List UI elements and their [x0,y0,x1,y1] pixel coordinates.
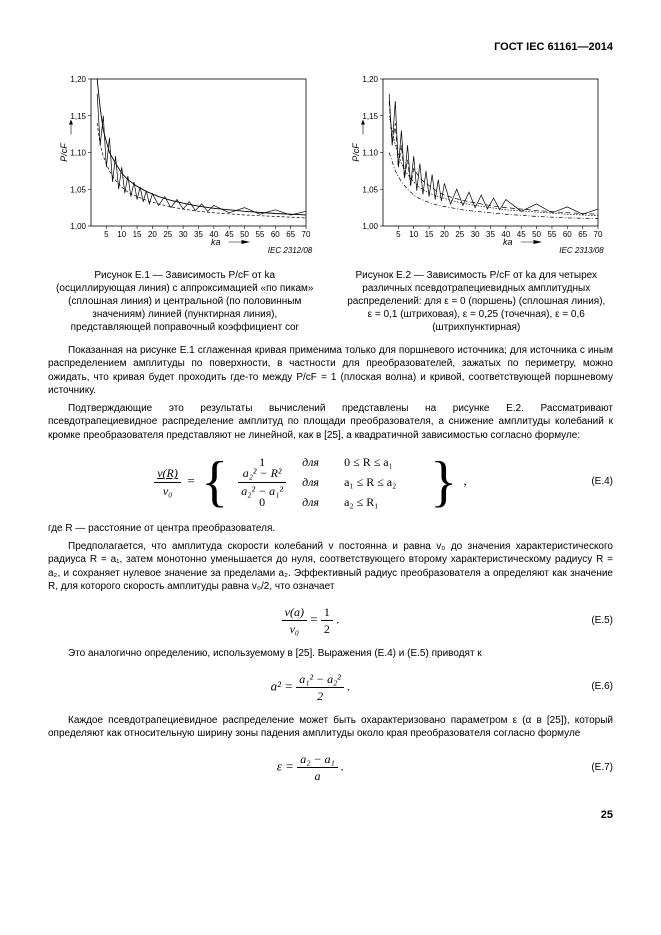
svg-text:65: 65 [286,230,295,239]
paragraph-1: Показанная на рисунке Е.1 сглаженная кри… [48,344,613,398]
equation-e6-body: a² = a₁² − a₂²2 . [48,671,573,704]
equation-e4-body: v(R)v₀ = { 1для0 ≤ R ≤ a₁ a₂² − R²a₂² − … [48,452,573,512]
caption-1: Рисунок Е.1 — Зависимость P/cF от ka (ос… [55,269,315,334]
chart-e2: 1,001,051,101,151,2051015202530354045505… [349,73,604,248]
svg-text:1,00: 1,00 [362,222,378,231]
chart-e1: 1,001,051,101,151,2051015202530354045505… [57,73,312,248]
svg-text:15: 15 [424,230,433,239]
svg-text:1,15: 1,15 [71,112,87,121]
svg-text:1,15: 1,15 [362,112,378,121]
paragraph-3: где R — расстояние от центра преобразова… [48,522,613,536]
iec-label-1: IEC 2312/08 [57,246,312,257]
equation-e7-body: ε = a₂ − a₁a . [48,751,573,784]
paragraph-6: Каждое псевдотрапециевидное распределени… [48,714,613,741]
caption-2: Рисунок Е.2 — Зависимость P/cF от ka для… [346,269,606,334]
svg-text:15: 15 [133,230,142,239]
equation-e4: v(R)v₀ = { 1для0 ≤ R ≤ a₁ a₂² − R²a₂² − … [48,452,613,512]
svg-text:1,10: 1,10 [362,148,378,157]
equation-e6: a² = a₁² − a₂²2 . (Е.6) [48,671,613,704]
svg-text:70: 70 [302,230,311,239]
equation-e7-number: (Е.7) [573,761,613,775]
paragraph-5: Это аналогично определению, используемом… [48,647,613,661]
figure-2-cell: 1,001,051,101,151,2051015202530354045505… [340,73,614,334]
figure-row: 1,001,051,101,151,2051015202530354045505… [48,73,613,334]
iec-label-2: IEC 2313/08 [349,246,604,257]
svg-text:1,10: 1,10 [71,148,87,157]
svg-text:60: 60 [563,230,572,239]
svg-text:P/cF: P/cF [351,143,361,162]
svg-text:70: 70 [593,230,602,239]
svg-text:25: 25 [164,230,173,239]
svg-text:1,05: 1,05 [71,185,87,194]
equation-e6-number: (Е.6) [573,680,613,694]
svg-text:20: 20 [440,230,449,239]
svg-text:35: 35 [194,230,203,239]
svg-text:55: 55 [547,230,556,239]
svg-text:25: 25 [455,230,464,239]
svg-text:10: 10 [118,230,127,239]
page-number: 25 [48,808,613,823]
svg-text:20: 20 [148,230,157,239]
svg-text:50: 50 [240,230,249,239]
figure-1-cell: 1,001,051,101,151,2051015202530354045505… [48,73,322,334]
svg-text:5: 5 [396,230,401,239]
svg-text:45: 45 [517,230,526,239]
svg-text:1,20: 1,20 [362,75,378,84]
svg-text:45: 45 [225,230,234,239]
doc-header: ГОСТ IEC 61161—2014 [48,40,613,55]
svg-text:30: 30 [179,230,188,239]
svg-text:1,00: 1,00 [71,222,87,231]
equation-e5-number: (Е.5) [573,614,613,628]
svg-text:30: 30 [470,230,479,239]
paragraph-4: Предполагается, что амплитуда скорости к… [48,540,613,594]
svg-text:10: 10 [409,230,418,239]
svg-text:1,05: 1,05 [362,185,378,194]
svg-text:P/cF: P/cF [59,143,69,162]
svg-text:55: 55 [256,230,265,239]
equation-e4-number: (Е.4) [573,475,613,489]
equation-e7: ε = a₂ − a₁a . (Е.7) [48,751,613,784]
svg-text:5: 5 [104,230,109,239]
equation-e5-body: v(a)v₀ = 12 . [48,604,573,637]
paragraph-2: Подтверждающие это результаты вычислений… [48,402,613,443]
equation-e5: v(a)v₀ = 12 . (Е.5) [48,604,613,637]
svg-text:35: 35 [486,230,495,239]
svg-text:1,20: 1,20 [71,75,87,84]
svg-text:65: 65 [578,230,587,239]
svg-text:60: 60 [271,230,280,239]
svg-text:50: 50 [532,230,541,239]
